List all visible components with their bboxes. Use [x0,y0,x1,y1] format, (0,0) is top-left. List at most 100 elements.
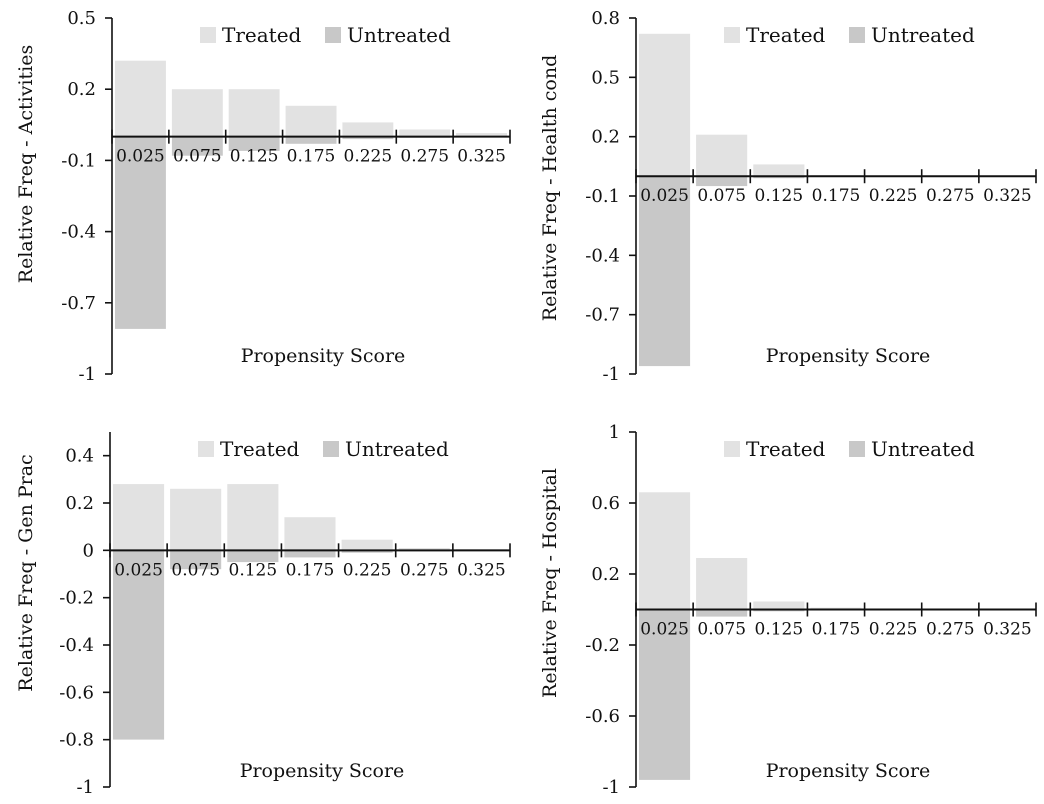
x-tick-label: 0.025 [640,620,689,640]
x-tick-label: 0.175 [812,620,861,640]
bar-untreated-0.075 [696,609,748,617]
y-tick-label: -0.6 [585,706,620,727]
x-tick-label: 0.025 [640,186,689,206]
x-axis-title: Propensity Score [766,345,931,367]
chart-panel-1: 0.5 0.2 -0.1 -0.4 -0.7 -1 0.025 0.075 0.125 0.175… [15,8,511,385]
y-tick-label: -1 [76,777,94,798]
bar-treated-0.025 [639,492,691,610]
bar-treated-0.275 [399,129,451,137]
legend-swatch-treated [198,441,214,457]
y-tick-label: 0 [83,540,94,561]
y-tick-label: -0.1 [61,150,96,171]
x-tick-label: 0.075 [697,620,746,640]
bar-treated-0.175 [284,517,336,551]
chart-panel-2: 0.8 0.5 0.2 -0.1 -0.4 -0.7 -1 0.025 0.075 0.125 0.… [539,8,1037,385]
bar-treated-0.325 [456,133,507,137]
x-tick-label: 0.275 [926,186,975,206]
y-tick-label: -0.7 [585,305,620,326]
y-axis-title: Relative Freq - Activities [15,45,37,283]
bar-treated-0.275 [398,548,450,551]
x-tick-label: 0.125 [755,620,804,640]
y-tick-label: -1 [602,777,620,798]
x-tick-label: 0.025 [116,147,165,167]
bar-treated-0.225 [342,122,394,137]
y-tick-label: 0.2 [65,493,94,514]
y-tick-label: 0.2 [591,564,620,585]
bar-untreated-0.025 [639,609,691,780]
y-tick-label: 0.5 [591,67,620,88]
legend-label-treated: Treated [746,23,826,47]
x-tick-label: 0.075 [697,186,746,206]
y-tick-label: 0.5 [67,8,96,29]
bar-treated-0.225 [341,539,393,551]
y-tick-label: -0.4 [585,245,620,266]
bar-untreated-0.075 [170,550,222,570]
legend-swatch-treated [200,27,216,43]
legend-label-treated: Treated [220,437,300,461]
legend-label-untreated: Untreated [345,437,449,461]
x-tick-label: 0.275 [400,560,449,580]
legend-swatch-untreated [325,27,341,43]
bar-treated-0.025 [115,60,166,137]
bar-treated-0.125 [227,484,279,551]
x-tick-label: 0.225 [869,620,918,640]
y-tick-label: -1 [78,364,96,385]
legend-swatch-untreated [323,441,339,457]
bar-untreated-0.125 [227,550,279,563]
y-axis-title: Relative Freq - Hospital [539,468,561,698]
y-axis-title: Relative Freq - Gen Prac [15,454,37,691]
x-tick-label: 0.075 [173,147,222,167]
x-axis-title: Propensity Score [241,345,406,367]
y-tick-label: 0.2 [591,127,620,148]
bar-treated-0.025 [113,484,165,551]
x-tick-label: 0.275 [400,147,449,167]
y-tick-label: 0.2 [67,79,96,100]
chart-panel-4: 1 0.6 0.2 -0.2 -0.6 -1 0.025 0.075 0.125 0.175 0.2… [539,422,1037,798]
bar-treated-0.175 [285,105,337,137]
y-tick-label: 0.8 [591,8,620,29]
bar-untreated-0.025 [639,176,691,367]
y-tick-label: 1 [609,422,620,443]
bar-untreated-0.175 [284,550,336,558]
bar-untreated-0.025 [113,550,165,740]
legend-swatch-treated [724,27,740,43]
bar-untreated-0.075 [171,136,223,156]
x-tick-label: 0.075 [171,560,220,580]
bar-treated-0.025 [639,33,691,177]
y-axis-title: Relative Freq - Health cond [539,55,561,321]
x-tick-label: 0.225 [344,147,393,167]
x-tick-label: 0.225 [343,560,392,580]
y-tick-label: -0.8 [59,730,94,751]
bar-treated-0.125 [753,601,805,610]
x-tick-label: 0.025 [114,560,163,580]
x-tick-label: 0.175 [812,186,861,206]
y-tick-label: 0.6 [591,493,620,514]
legend-swatch-untreated [849,441,865,457]
x-tick-label: 0.175 [286,560,335,580]
legend-label-treated: Treated [746,437,826,461]
x-tick-label: 0.125 [755,186,804,206]
y-tick-label: -0.7 [61,293,96,314]
y-tick-label: -0.2 [59,588,94,609]
bar-untreated-0.175 [285,136,337,144]
bar-untreated-0.225 [342,136,394,140]
legend-label-untreated: Untreated [347,23,451,47]
y-tick-label: -0.1 [585,186,620,207]
y-tick-label: -0.2 [585,635,620,656]
bar-untreated-0.075 [696,176,748,187]
x-tick-label: 0.125 [230,147,279,167]
x-tick-label: 0.325 [983,186,1032,206]
bar-treated-0.075 [171,89,223,137]
legend-swatch-treated [724,441,740,457]
y-tick-label: -0.6 [59,682,94,703]
x-tick-label: 0.125 [229,560,278,580]
y-tick-label: -0.4 [59,635,94,656]
x-axis-title: Propensity Score [766,760,931,782]
y-tick-label: -1 [602,364,620,385]
y-tick-label: -0.4 [61,222,96,243]
bar-untreated-0.125 [228,136,280,151]
bar-treated-0.075 [696,558,748,610]
x-tick-label: 0.325 [457,147,506,167]
